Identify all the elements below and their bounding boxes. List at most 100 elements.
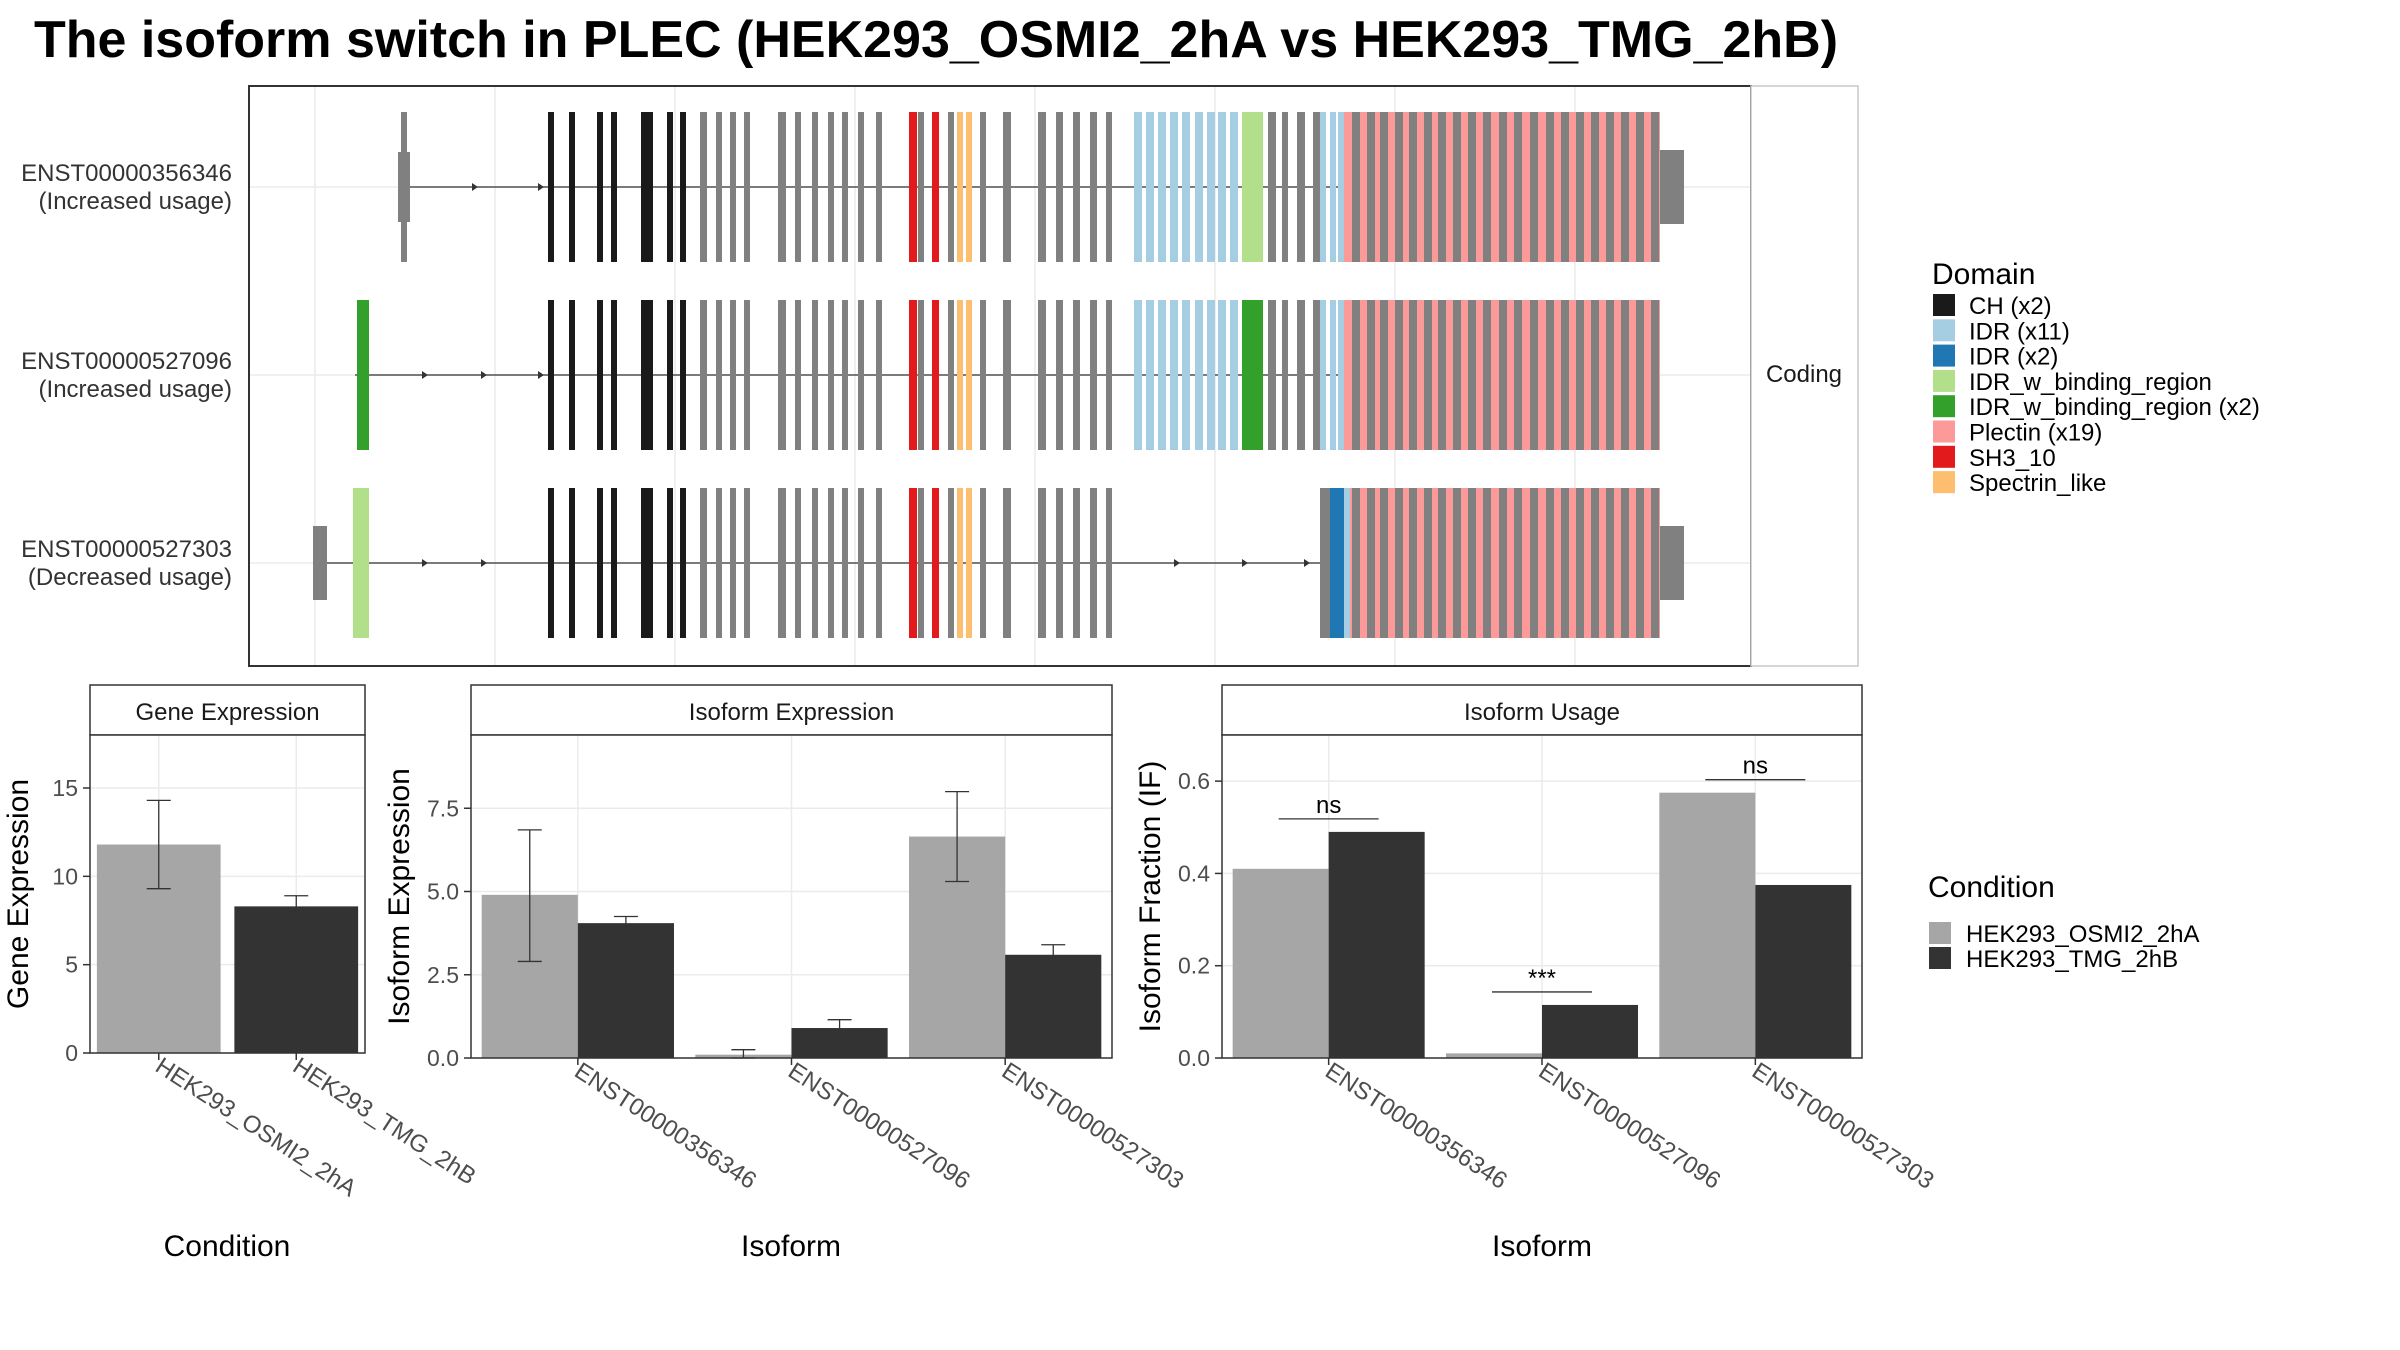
exon (1268, 300, 1276, 450)
exon (795, 300, 801, 450)
exon (680, 112, 686, 262)
significance-label: *** (1528, 965, 1556, 992)
direction-arrow (472, 183, 478, 191)
exon (1561, 112, 1569, 262)
exon (1090, 300, 1097, 450)
exon (957, 112, 963, 262)
exon (1195, 112, 1203, 262)
exon (1338, 112, 1344, 262)
domain-legend-key (1933, 369, 1955, 392)
exon (1242, 300, 1263, 450)
exon (1158, 112, 1166, 262)
significance-label: ns (1316, 792, 1341, 819)
exon (641, 488, 647, 638)
y-axis-title: Gene Expression (2, 779, 35, 1009)
exon (1514, 300, 1522, 450)
exon (1514, 112, 1522, 262)
exon (778, 488, 786, 638)
exon (1483, 300, 1491, 450)
exon (795, 112, 801, 262)
exon (667, 112, 673, 262)
exon (1230, 300, 1238, 450)
domain-legend-key (1933, 344, 1955, 367)
exon (569, 300, 575, 450)
direction-arrow (1174, 559, 1180, 567)
exon (1546, 112, 1554, 262)
error-bar (284, 895, 309, 920)
exon (1424, 300, 1432, 450)
exon (700, 488, 707, 638)
exon (932, 488, 939, 638)
exon (1282, 112, 1288, 262)
x-tick-label: ENST00000527303 (1747, 1057, 1939, 1194)
error-bar (827, 1019, 852, 1038)
exon (1576, 112, 1584, 262)
exon (1546, 300, 1554, 450)
domain-legend-label: IDR_w_binding_region (1969, 369, 2212, 396)
exon (1313, 300, 1321, 450)
exon (1438, 112, 1446, 262)
exon (1499, 488, 1507, 638)
exon (1561, 300, 1569, 450)
exon (1338, 300, 1344, 450)
bar (1232, 868, 1329, 1058)
exon (667, 488, 673, 638)
error-bar (945, 790, 970, 883)
domain-legend-key (1933, 445, 1955, 468)
exon (1073, 300, 1080, 450)
exon (1468, 112, 1476, 262)
domain-legend-key (1933, 420, 1955, 443)
condition-legend-key (1929, 922, 1951, 944)
direction-arrow (538, 183, 544, 191)
error-bar (146, 799, 171, 890)
exon (730, 112, 736, 262)
exon (1576, 300, 1584, 450)
exon (1367, 488, 1375, 638)
exon (611, 300, 617, 450)
exon (1367, 300, 1375, 450)
exon (1134, 300, 1142, 450)
exon (667, 300, 673, 450)
bar (577, 923, 674, 1058)
exon (1395, 488, 1403, 638)
exon (611, 112, 617, 262)
exon (1530, 300, 1538, 450)
exon (1438, 300, 1446, 450)
error-bar (1041, 944, 1066, 964)
strip-label: Isoform Usage (1464, 699, 1620, 726)
exon (909, 300, 917, 450)
exon (1576, 488, 1584, 638)
exon (744, 300, 750, 450)
exon (1468, 300, 1476, 450)
bar (1328, 831, 1425, 1058)
exon (812, 112, 818, 262)
exon (597, 488, 603, 638)
exon (700, 300, 707, 450)
exon (1424, 488, 1432, 638)
exon (1146, 112, 1154, 262)
exon (1038, 112, 1046, 262)
exon (1651, 112, 1659, 262)
exon (1352, 488, 1360, 638)
exon (1344, 488, 1350, 638)
direction-arrow (422, 371, 428, 379)
exon (1606, 112, 1614, 262)
exon (932, 300, 939, 450)
exon (1106, 300, 1112, 450)
y-axis-title: Isoform Expression (383, 768, 416, 1025)
exon (1380, 488, 1388, 638)
exon (1297, 112, 1305, 262)
condition-legend-label: HEK293_TMG_2hB (1966, 946, 2178, 973)
exon (313, 526, 327, 600)
exon (398, 152, 410, 222)
exon (548, 488, 554, 638)
exon (1591, 300, 1599, 450)
exon (357, 300, 369, 450)
exon (730, 300, 736, 450)
exon (1090, 112, 1097, 262)
exon (1106, 488, 1112, 638)
exon (647, 488, 653, 638)
exon (966, 112, 972, 262)
exon (1268, 112, 1276, 262)
